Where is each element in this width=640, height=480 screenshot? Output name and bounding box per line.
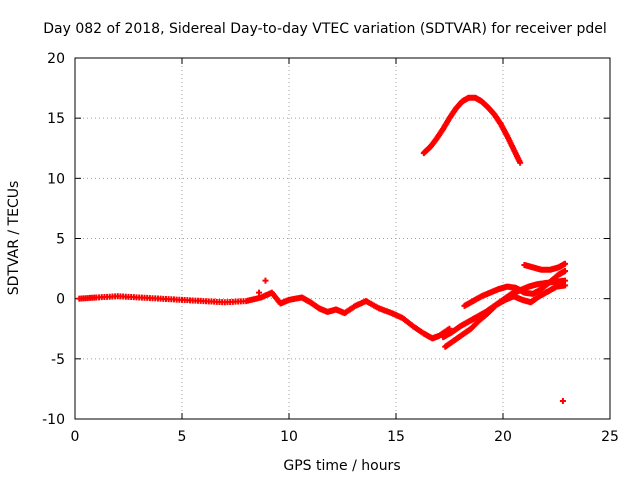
y-axis: -10 -5 0 5 10 15 20: [42, 51, 610, 428]
y-tick-label: 20: [47, 51, 65, 67]
series-track-upper-right: [521, 260, 569, 273]
series-track-rising-c: [461, 267, 569, 309]
x-tick-label: 25: [601, 429, 619, 445]
y-tick-label: 5: [56, 232, 65, 248]
x-tick-label: 20: [494, 429, 512, 445]
y-tick-label: 15: [47, 111, 65, 127]
data-points: [76, 94, 569, 404]
series-outliers: [256, 277, 566, 404]
data-point-markers: [521, 260, 569, 273]
data-point-markers: [420, 94, 524, 166]
series-track-rising-b: [442, 282, 569, 350]
y-tick-label: -10: [42, 412, 65, 428]
x-tick-label: 15: [387, 429, 405, 445]
x-tick-label: 0: [71, 429, 80, 445]
y-tick-label: -5: [51, 352, 65, 368]
series-track-baseline: [76, 289, 453, 342]
x-tick-label: 10: [280, 429, 298, 445]
data-point-markers: [442, 282, 569, 350]
data-point-markers: [461, 267, 569, 309]
grid: [75, 58, 610, 419]
x-axis: 0 5 10 15 20 25: [71, 58, 619, 445]
data-point-markers: [76, 289, 453, 342]
data-point-markers: [256, 277, 566, 404]
chart-title: Day 082 of 2018, Sidereal Day-to-day VTE…: [43, 21, 607, 37]
x-axis-label: GPS time / hours: [283, 458, 400, 474]
y-axis-label: SDTVAR / TECUs: [6, 181, 22, 296]
y-tick-label: 10: [47, 171, 65, 187]
series-track-arc: [420, 94, 524, 166]
x-tick-label: 5: [178, 429, 187, 445]
y-tick-label: 0: [56, 292, 65, 308]
